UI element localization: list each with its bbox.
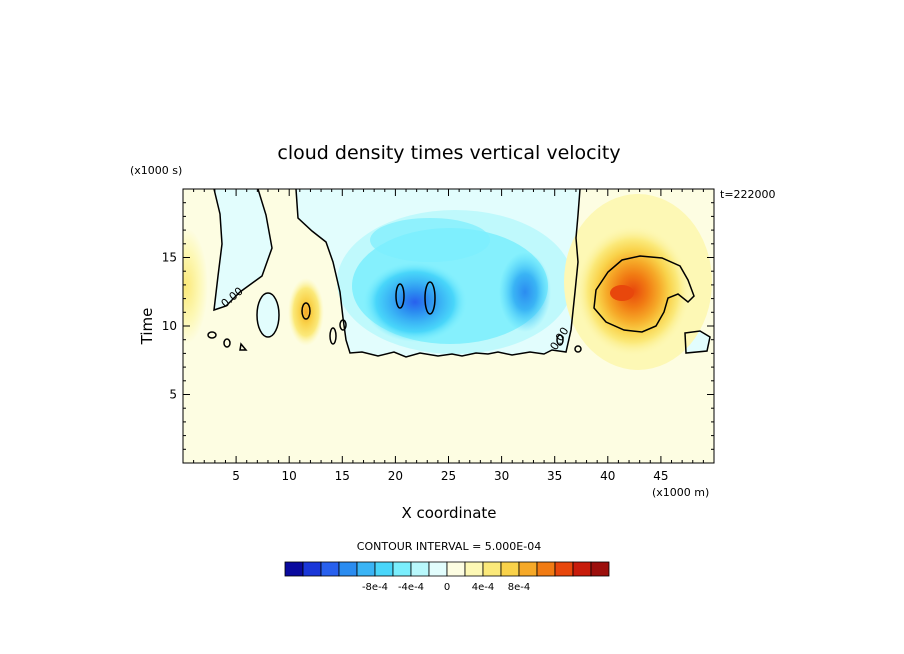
colorbar-swatch — [500, 561, 520, 577]
x-tick-label: 15 — [335, 469, 350, 483]
colorbar-swatch — [356, 561, 376, 577]
colorbar-swatch — [572, 561, 592, 577]
colorbar-tick-label: -8e-4 — [362, 582, 388, 593]
colorbar-swatch — [374, 561, 394, 577]
axes: 5 10 15 20 25 30 35 40 45 5 10 15 — [162, 189, 714, 483]
contour-min-b — [424, 281, 436, 315]
colorbar-swatch — [536, 561, 556, 577]
colorbar-swatch — [392, 561, 412, 577]
colorbar-tick-label: 0 — [444, 582, 450, 593]
x-tick-label: 10 — [282, 469, 297, 483]
colorbar-swatch — [410, 561, 430, 577]
x-axis-label: X coordinate — [401, 504, 496, 522]
colorbar-swatch — [302, 561, 322, 577]
y-tick-label: 5 — [169, 388, 177, 402]
contour-tiny-e — [556, 334, 564, 346]
y-unit-label: (x1000 s) — [130, 164, 182, 177]
plot-area: 0.00 0.00 — [183, 189, 714, 463]
colorbar-tick-label: 4e-4 — [472, 582, 495, 593]
x-tick-label: 25 — [441, 469, 456, 483]
contour-tiny-d — [329, 327, 337, 345]
contour-tiny-g — [239, 342, 248, 351]
contour-lines — [207, 189, 711, 358]
minimum-region-top — [370, 218, 490, 262]
colorbar-swatch — [446, 561, 466, 577]
x-tick-label: 35 — [547, 469, 562, 483]
negative-region-blob — [257, 293, 279, 337]
y-tick-label: 15 — [162, 251, 177, 265]
zero-contour-blob — [256, 292, 280, 338]
colorbar-swatch — [590, 561, 610, 577]
x-tick-label: 20 — [388, 469, 403, 483]
contour-tiny-b — [223, 338, 231, 348]
colorbar-swatch — [428, 561, 448, 577]
x-tick-label: 5 — [232, 469, 240, 483]
maximum-region-core — [610, 285, 634, 301]
y-tick-label: 10 — [162, 319, 177, 333]
minimum-region-right — [499, 252, 551, 332]
contour-max-main — [593, 255, 695, 333]
contour-tiny-c — [339, 319, 347, 331]
colorbar-swatch — [482, 561, 502, 577]
colorbar-tick-label: -4e-4 — [398, 582, 424, 593]
contour-right-small — [684, 330, 711, 354]
y-axis-label: Time — [138, 308, 156, 346]
contour-interval-label: CONTOUR INTERVAL = 5.000E-04 — [357, 540, 541, 553]
x-tick-label: 30 — [494, 469, 509, 483]
colorbar-swatch — [554, 561, 574, 577]
x-unit-label: (x1000 m) — [652, 486, 709, 499]
contour-tiny-a — [207, 331, 217, 339]
contour-small-max — [301, 302, 311, 320]
maximum-region-small — [288, 278, 324, 346]
negative-region-left — [214, 189, 272, 310]
colorbar-swatch — [464, 561, 484, 577]
colorbar-swatch — [284, 561, 304, 577]
colorbar: -8e-4 -4e-4 0 4e-4 8e-4 — [284, 561, 610, 593]
colorbar-swatch — [518, 561, 538, 577]
chart-title: cloud density times vertical velocity — [277, 142, 620, 164]
minimum-region-center — [363, 262, 467, 342]
colorbar-tick-label: 8e-4 — [508, 582, 531, 593]
contour-tiny-f — [574, 345, 582, 353]
zero-contour-left — [213, 189, 273, 312]
colorbar-swatch — [338, 561, 358, 577]
x-tick-label: 40 — [600, 469, 615, 483]
contour-min-a — [395, 283, 405, 309]
zero-contour-main — [295, 189, 581, 358]
x-tick-label: 45 — [653, 469, 668, 483]
colorbar-swatch — [320, 561, 340, 577]
time-label: t=222000 — [720, 188, 776, 201]
